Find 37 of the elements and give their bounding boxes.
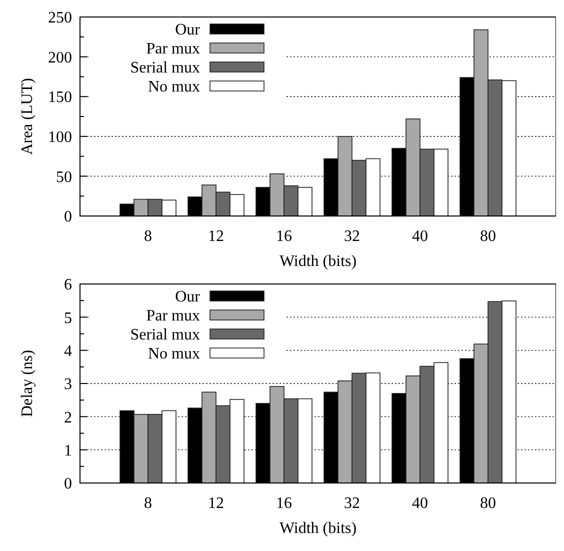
x-tick-label: 80 xyxy=(480,228,496,245)
y-tick-label: 6 xyxy=(64,276,72,294)
x-tick-label: 12 xyxy=(208,495,224,512)
y-tick-label: 3 xyxy=(64,376,72,394)
x-tick-label: 8 xyxy=(144,228,152,245)
y-tick-label: 200 xyxy=(48,49,72,66)
y-tick-label: 2 xyxy=(64,409,72,426)
x-axis-title: Width (bits) xyxy=(279,520,357,537)
x-axis-title: Width (bits) xyxy=(279,253,357,270)
legend-label: Serial mux xyxy=(130,60,200,77)
y-tick-label: 250 xyxy=(48,10,72,27)
legend-label: No mux xyxy=(148,346,200,363)
y-tick-label: 4 xyxy=(64,342,72,360)
x-tick-label: 80 xyxy=(480,495,496,512)
x-tick-label: 12 xyxy=(208,228,224,245)
y-tick-label: 1 xyxy=(64,442,72,460)
x-tick-label: 32 xyxy=(344,228,360,245)
y-tick-label: 0 xyxy=(64,476,72,493)
legend-label: Par mux xyxy=(146,40,200,58)
x-tick-label: 40 xyxy=(412,495,428,512)
x-tick-label: 40 xyxy=(412,228,428,245)
y-axis-title: Delay (ns) xyxy=(19,350,36,418)
x-tick-label: 16 xyxy=(276,228,292,245)
x-tick-label: 16 xyxy=(276,495,292,512)
legend-label: Our xyxy=(175,288,201,306)
y-tick-label: 100 xyxy=(48,129,72,146)
legend-label: Serial mux xyxy=(130,326,200,344)
y-tick-label: 50 xyxy=(56,168,72,186)
y-tick-label: 5 xyxy=(64,310,72,327)
legend-label: No mux xyxy=(148,78,200,96)
legend-label: Our xyxy=(175,22,201,39)
y-tick-label: 150 xyxy=(48,89,72,106)
y-tick-label: 0 xyxy=(64,208,72,226)
legend-label: Par mux xyxy=(146,308,200,325)
x-tick-label: 32 xyxy=(344,495,360,512)
x-tick-label: 8 xyxy=(144,495,152,512)
y-axis-title: Area (LUT) xyxy=(19,78,36,155)
